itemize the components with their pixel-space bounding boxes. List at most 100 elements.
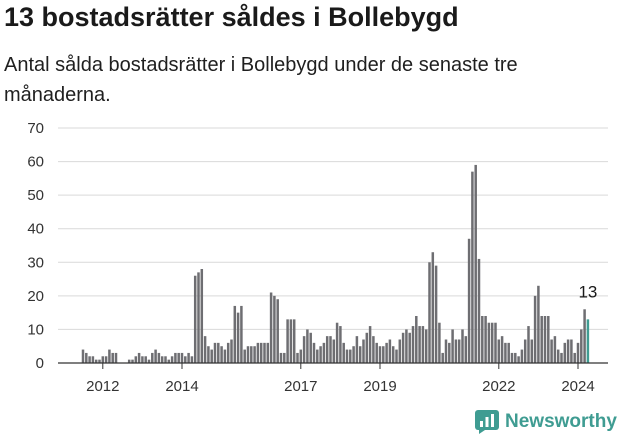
bar xyxy=(395,349,398,363)
bar xyxy=(240,305,243,363)
bar xyxy=(220,346,223,363)
bar xyxy=(378,346,382,363)
bar xyxy=(457,339,461,363)
bar xyxy=(517,356,520,363)
bar xyxy=(586,319,590,363)
bar xyxy=(401,332,405,363)
bar xyxy=(273,295,276,363)
bar xyxy=(263,342,266,363)
bar xyxy=(223,349,227,363)
bar xyxy=(560,352,563,363)
bar xyxy=(164,356,167,363)
bar xyxy=(213,342,217,363)
bar xyxy=(441,352,444,363)
bar xyxy=(177,352,180,363)
bar xyxy=(537,285,540,363)
bar xyxy=(573,352,576,363)
bar xyxy=(530,339,534,363)
bar xyxy=(329,336,332,363)
chart-title: 13 bostadsrätter såldes i Bollebygd xyxy=(4,2,459,32)
bar xyxy=(127,359,131,363)
bar xyxy=(431,252,435,363)
bar xyxy=(570,339,573,363)
bar xyxy=(187,352,190,363)
bar xyxy=(415,316,418,363)
bar xyxy=(325,336,329,363)
bar xyxy=(408,332,411,363)
bar xyxy=(484,316,487,363)
bar xyxy=(504,342,507,363)
bar xyxy=(98,359,101,363)
bar xyxy=(474,164,477,363)
bar-chart: 0 10 20 30 40 50 60 70 2012 2014 2017 2019 2022 2024 1… xyxy=(27,120,608,395)
bar xyxy=(233,305,237,363)
bar xyxy=(494,322,497,363)
y-tick-label: 60 xyxy=(27,154,44,171)
y-tick-label: 70 xyxy=(27,120,44,137)
bar xyxy=(580,329,583,363)
bar xyxy=(527,326,530,363)
bar xyxy=(299,349,303,363)
bar xyxy=(236,312,240,363)
bar xyxy=(259,342,263,363)
bar xyxy=(510,352,514,363)
bar xyxy=(85,352,88,363)
x-tick-label: 2014 xyxy=(165,378,198,395)
bar xyxy=(487,322,491,363)
bar xyxy=(160,356,164,363)
x-tick-label: 2017 xyxy=(284,378,317,395)
bar xyxy=(230,339,233,363)
bar xyxy=(444,339,448,363)
bar xyxy=(345,349,349,363)
bar xyxy=(339,326,342,363)
bar xyxy=(365,332,369,363)
bar xyxy=(428,262,431,363)
bar xyxy=(391,346,395,363)
bar xyxy=(243,349,246,363)
bar xyxy=(500,336,504,363)
bar xyxy=(355,336,359,363)
bar xyxy=(576,342,580,363)
bar xyxy=(405,329,408,363)
y-tick-label: 40 xyxy=(27,221,44,238)
bar xyxy=(184,356,187,363)
bar xyxy=(322,342,326,363)
bar xyxy=(200,269,204,363)
bar xyxy=(91,356,95,363)
last-value-label: 13 xyxy=(578,282,597,301)
bar xyxy=(88,356,91,363)
bar xyxy=(543,316,547,363)
bar xyxy=(451,329,454,363)
bar xyxy=(253,346,256,363)
newsworthy-chart-icon xyxy=(475,410,499,434)
bar xyxy=(464,336,468,363)
bar xyxy=(316,349,319,363)
y-tick-label: 50 xyxy=(27,187,44,204)
bar xyxy=(306,329,309,363)
bar xyxy=(382,346,385,363)
bar xyxy=(556,349,560,363)
y-tick-label: 30 xyxy=(27,254,44,271)
bar xyxy=(385,342,388,363)
bar xyxy=(302,336,306,363)
bar xyxy=(147,359,151,363)
bar xyxy=(520,349,524,363)
bar xyxy=(514,352,517,363)
bar xyxy=(279,352,283,363)
bar xyxy=(283,352,286,363)
bar xyxy=(137,352,141,363)
bar xyxy=(151,352,154,363)
bar xyxy=(312,342,316,363)
bar xyxy=(448,342,451,363)
bar xyxy=(309,332,312,363)
bar xyxy=(157,352,161,363)
bar xyxy=(226,342,230,363)
bar xyxy=(497,339,501,363)
bar xyxy=(349,349,352,363)
bar xyxy=(197,272,200,363)
bar xyxy=(101,356,105,363)
bar xyxy=(289,319,293,363)
x-tick-label: 2012 xyxy=(86,378,119,395)
bar xyxy=(319,346,322,363)
x-tick-label: 2024 xyxy=(561,378,594,395)
